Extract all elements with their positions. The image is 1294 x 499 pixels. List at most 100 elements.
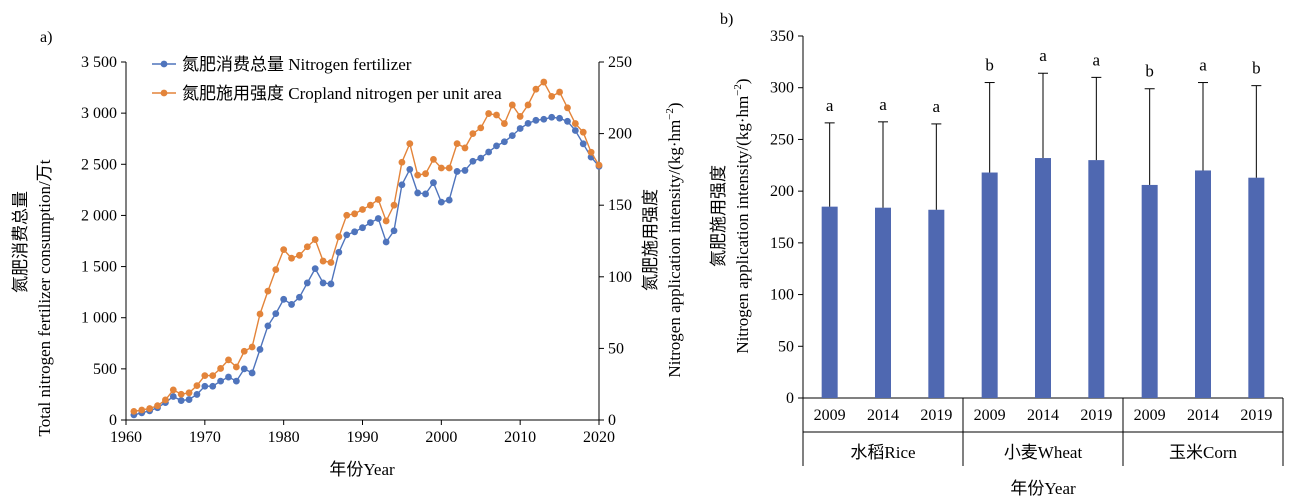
panel-a-data-point xyxy=(579,140,587,148)
panel-a-data-point xyxy=(296,293,303,301)
panel-a-data-point xyxy=(556,88,563,96)
panel-a-data-point xyxy=(177,397,185,404)
panel-b-bar xyxy=(981,172,998,398)
panel-a-data-point xyxy=(406,140,414,148)
panel-a-data-point xyxy=(169,393,177,400)
panel-a-left-tick-label: 2 500 xyxy=(81,156,117,173)
panel-a-data-point xyxy=(516,125,524,132)
panel-a-data-point xyxy=(524,119,532,127)
panel-a-legend-label: 氮肥消费总量 Nitrogen fertilizer xyxy=(182,55,412,74)
panel-a-series-total-consumption xyxy=(130,113,603,419)
panel-b-y-tick-label: 300 xyxy=(770,80,794,97)
panel-b-y-tick-label: 350 xyxy=(770,28,794,45)
panel-b-group: a 2009 a 2014 a 2019 xyxy=(814,95,953,424)
panel-b-x-axis-title: 年份Year xyxy=(1010,479,1076,498)
panel-a-data-point xyxy=(398,181,406,189)
panel-a-data-point xyxy=(303,279,311,287)
panel-a-data-point xyxy=(461,144,469,152)
panel-a-data-point xyxy=(177,390,185,398)
panel-a-data-point xyxy=(209,372,217,380)
panel-a-data-point xyxy=(414,171,422,179)
panel-a-data-point xyxy=(319,279,327,287)
panel-a-data-point xyxy=(248,343,256,351)
panel-b-significance-letter: a xyxy=(1039,46,1047,65)
panel-a-data-point xyxy=(422,190,429,198)
panel-b-bar xyxy=(1088,160,1105,398)
panel-b-y-axis-title-cn: 氮肥施用强度 xyxy=(709,165,728,267)
panel-a-legend-swatch-marker xyxy=(160,60,168,68)
panel-a-x-tick-label: 1990 xyxy=(347,429,379,446)
panel-a-data-point xyxy=(571,120,579,127)
panel-a-data-point xyxy=(453,168,461,175)
panel-b-y-axis-title-en-sup: −2 xyxy=(732,84,744,96)
panel-a-data-point xyxy=(343,231,351,239)
panel-a-data-point xyxy=(185,396,193,403)
panel-a-data-point xyxy=(209,382,217,390)
panel-b-category-label: 2014 xyxy=(867,407,899,424)
panel-a-data-point xyxy=(359,206,366,213)
panel-a-data-point xyxy=(430,179,437,187)
panel-a-data-point xyxy=(406,166,414,173)
panel-a-left-tick-label: 1 000 xyxy=(81,310,117,327)
panel-a-data-point xyxy=(516,113,524,120)
panel-a-data-point xyxy=(398,158,406,166)
panel-b-y-tick-label: 50 xyxy=(778,338,794,355)
panel-a-data-point xyxy=(382,238,390,246)
panel-b-y-tick-label: 100 xyxy=(770,287,794,304)
panel-b-group-label: 小麦Wheat xyxy=(1004,443,1083,462)
panel-a-label: a) xyxy=(40,29,52,46)
panel-b-group: b 2009 a 2014 a 2019 xyxy=(974,46,1113,424)
panel-a-data-point xyxy=(264,322,272,330)
panel-a-left-tick-label: 3 000 xyxy=(81,105,117,122)
panel-a-data-point xyxy=(193,382,201,390)
panel-a-x-tick-label: 2010 xyxy=(504,429,536,446)
panel-a-data-point xyxy=(319,257,327,265)
panel-a-left-tick-label: 500 xyxy=(93,361,117,378)
panel-a-data-point xyxy=(508,101,516,109)
panel-a-data-point xyxy=(264,287,272,295)
panel-a-data-point xyxy=(461,167,469,174)
panel-a-data-point xyxy=(540,115,548,123)
panel-a-data-point xyxy=(351,228,359,236)
panel-a-left-tick-label: 1 500 xyxy=(81,259,117,276)
panel-b-significance-letter: a xyxy=(826,96,834,115)
panel-a-data-point xyxy=(162,396,169,404)
panel-a-data-point xyxy=(232,363,240,371)
panel-b-category-label: 2009 xyxy=(1134,407,1166,424)
panel-a-data-point xyxy=(469,157,477,165)
panel-b-bar xyxy=(1195,170,1211,398)
panel-a-data-point xyxy=(335,233,343,241)
panel-b-y-tick-label: 200 xyxy=(770,183,794,200)
panel-a-data-point xyxy=(564,104,571,112)
panel-a-legend-swatch-marker xyxy=(160,89,168,97)
panel-a-x-tick-label: 1980 xyxy=(268,429,300,446)
panel-a-right-axis-title-en-main: Nitrogen application intensity/(kg·hm xyxy=(665,120,684,378)
panel-a-data-point xyxy=(272,310,280,318)
panel-a-data-point xyxy=(595,161,603,169)
panel-a-legend: 氮肥消费总量 Nitrogen fertilizer 氮肥施用强度 Croplan… xyxy=(152,55,502,103)
panel-a-data-point xyxy=(587,148,595,156)
panel-a-data-point xyxy=(256,310,264,318)
panel-a-data-point xyxy=(508,132,516,140)
panel-b-y-axis-title: 氮肥施用强度 Nitrogen application intensity/(k… xyxy=(709,78,752,353)
panel-a-data-point xyxy=(374,215,382,222)
panel-b-category-label: 2009 xyxy=(974,407,1006,424)
panel-a-data-point xyxy=(548,92,556,100)
panel-a-data-point xyxy=(445,164,453,172)
panel-a-data-point xyxy=(382,217,390,225)
panel-a-data-point xyxy=(343,211,351,219)
panel-a-data-point xyxy=(374,196,382,203)
panel-a-data-point xyxy=(579,128,587,136)
panel-b-category-label: 2019 xyxy=(920,407,952,424)
panel-b-y-tick-label: 150 xyxy=(770,235,794,252)
panel-a-right-axis-title-en: Nitrogen application intensity/(kg·hm−2) xyxy=(664,102,684,377)
panel-a-series-line xyxy=(133,116,600,416)
panel-a-data-point xyxy=(240,347,248,355)
panel-b-category-label: 2019 xyxy=(1080,407,1112,424)
panel-a-data-point xyxy=(327,259,335,266)
panel-a-left-axis-title: 氮肥消费总量 Total nitrogen fertilizer consump… xyxy=(11,159,54,436)
panel-a-data-point xyxy=(414,189,422,197)
panel-a-data-point xyxy=(154,402,161,410)
